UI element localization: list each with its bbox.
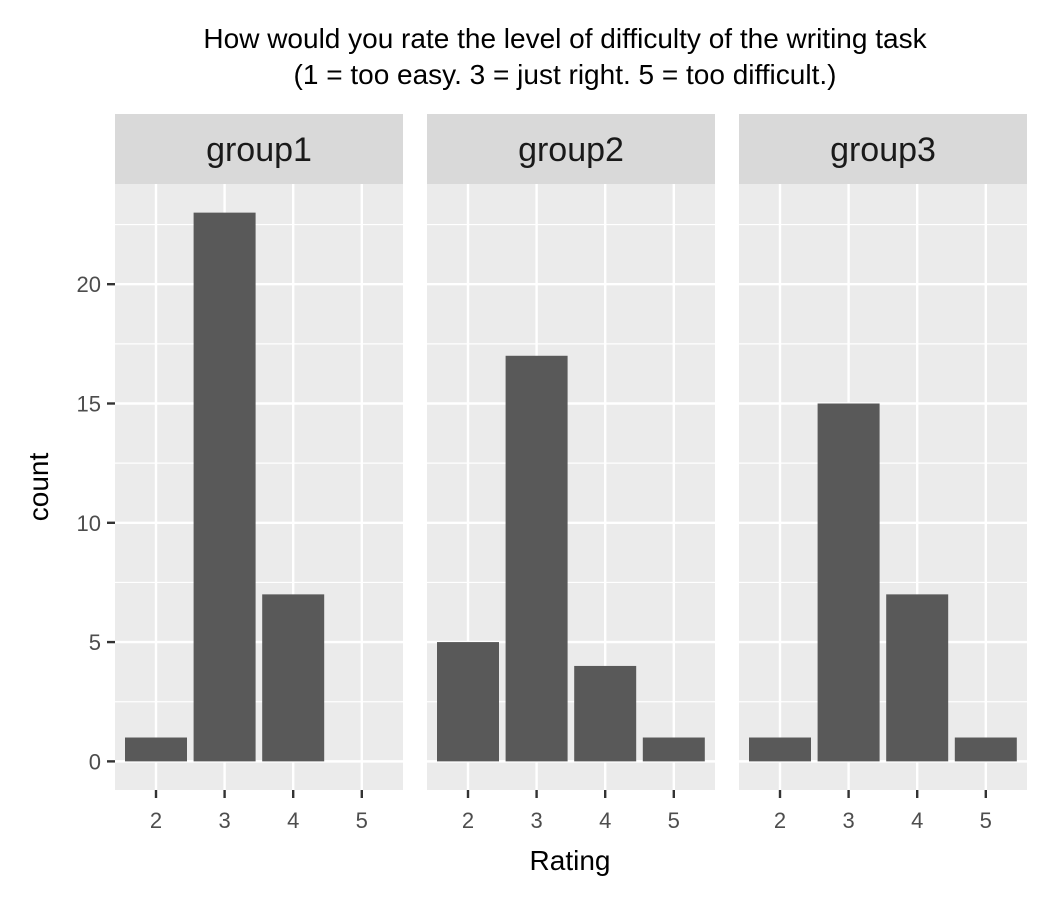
minor-gridlines	[115, 223, 403, 703]
x-axis-ticks: 2 3 4 5	[150, 790, 368, 833]
facet-strip-label: group1	[206, 131, 312, 169]
bar-group1-rating-4	[262, 594, 325, 762]
y-tick-label: 0	[89, 749, 101, 774]
y-tick-label: 10	[77, 511, 101, 536]
bar-group2-rating-3	[505, 355, 568, 762]
facet-strip-label: group3	[830, 131, 936, 169]
bar-group3-rating-3	[817, 403, 880, 762]
facet-strip-label: group2	[518, 131, 624, 169]
x-tick-label: 2	[462, 808, 474, 833]
panel-background	[115, 184, 403, 790]
x-tick-label: 3	[842, 808, 854, 833]
x-tick-label: 3	[530, 808, 542, 833]
bar-group3-rating-4	[886, 594, 949, 762]
y-tick-label: 15	[77, 391, 101, 416]
bars	[125, 212, 325, 762]
x-tick-label: 2	[150, 808, 162, 833]
facet-strip	[115, 114, 403, 184]
y-tick-label: 5	[89, 630, 101, 655]
facet-panel-group2: group2 2 3 4 5	[427, 114, 715, 833]
bar-group2-rating-5	[642, 737, 705, 762]
y-tick-label: 20	[77, 272, 101, 297]
bar-group1-rating-2	[125, 737, 187, 762]
chart-title-line-2: (1 = too easy. 3 = just right. 5 = too d…	[294, 59, 837, 90]
bar-group2-rating-2	[437, 642, 499, 762]
x-axis-ticks: 2 3 4 5	[774, 790, 992, 833]
facet-strip	[739, 114, 1027, 184]
x-tick-label: 4	[287, 808, 299, 833]
x-tick-label: 5	[980, 808, 992, 833]
x-axis-title: Rating	[530, 845, 611, 876]
x-tick-label: 3	[218, 808, 230, 833]
y-axis-title: count	[23, 453, 54, 522]
chart-title: How would you rate the level of difficul…	[203, 23, 927, 90]
bar-group3-rating-5	[954, 737, 1017, 762]
bars	[749, 403, 1017, 762]
x-tick-label: 2	[774, 808, 786, 833]
facet-panel-group1: group1 2 3 4 5	[115, 114, 403, 833]
bars	[437, 355, 705, 762]
facet-strip	[427, 114, 715, 184]
x-axis-ticks: 2 3 4 5	[462, 790, 680, 833]
minor-gridlines	[739, 223, 1027, 703]
facet-panels: group1 2 3 4 5 group2 2 3 4 5 group3 2 3 4 5	[115, 114, 1027, 833]
x-tick-label: 5	[668, 808, 680, 833]
chart-title-line-1: How would you rate the level of difficul…	[203, 23, 927, 54]
x-tick-label: 4	[599, 808, 611, 833]
x-tick-label: 4	[911, 808, 923, 833]
bar-group1-rating-3	[193, 212, 256, 762]
panel-background	[739, 184, 1027, 790]
y-axis: 0 5 10 15 20	[77, 272, 115, 774]
x-tick-label: 5	[356, 808, 368, 833]
facet-panel-group3: group3 2 3 4 5	[739, 114, 1027, 833]
bar-group3-rating-2	[749, 737, 811, 762]
bar-group2-rating-4	[574, 665, 637, 762]
